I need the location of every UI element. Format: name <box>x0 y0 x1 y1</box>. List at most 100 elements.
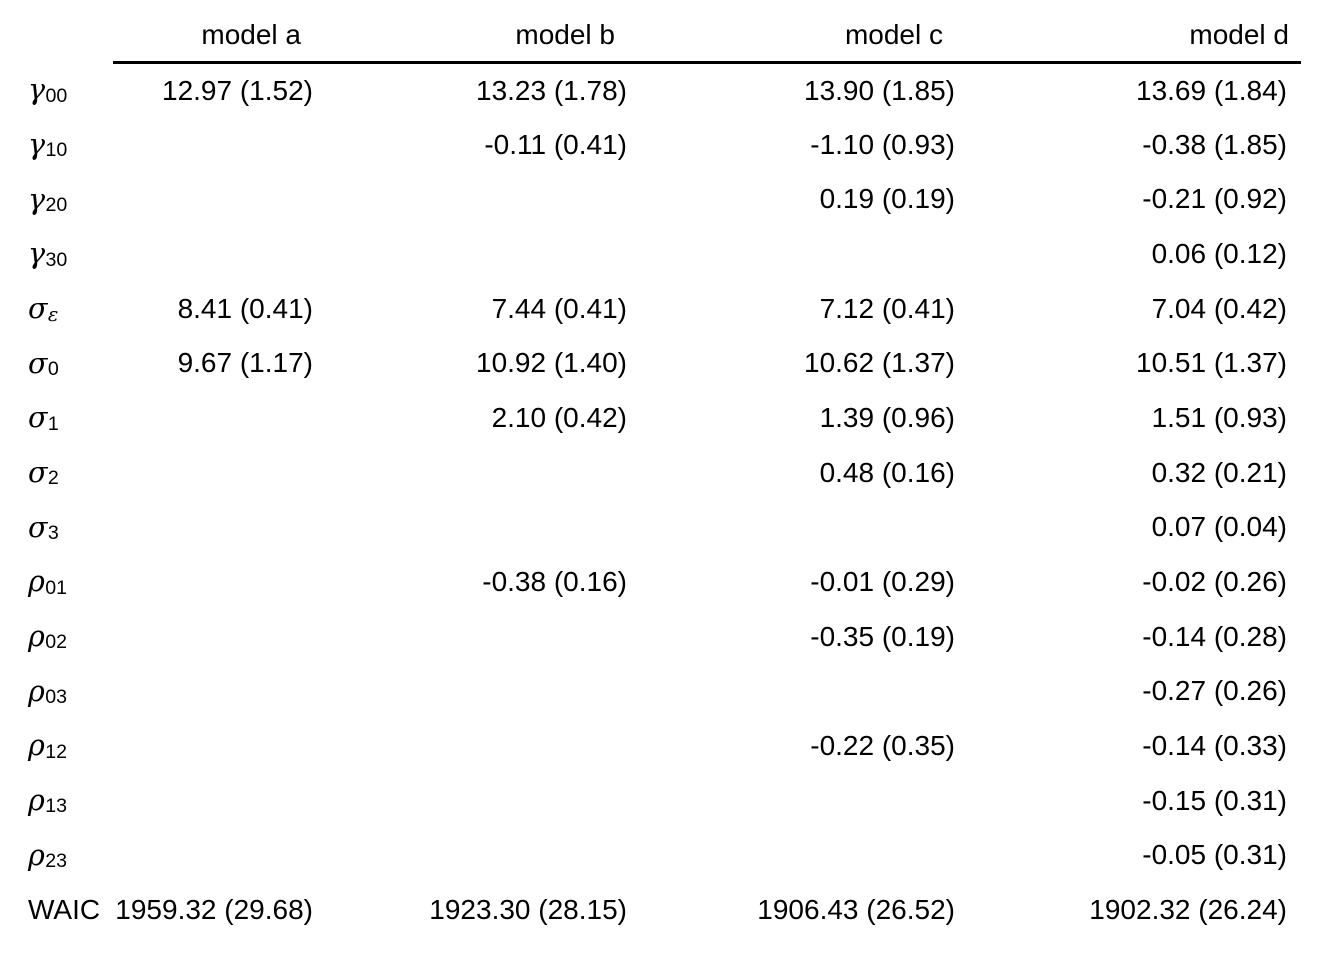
cell-gamma-00-model-a: 12.97 (1.52) <box>162 74 313 106</box>
cell-rho-13-model-d: -0.15 (0.31) <box>1142 784 1287 816</box>
results-table-body: γ00 12.97 (1.52) 13.23 (1.78) 13.90 (1.85) 1… <box>28 63 1301 938</box>
cell-rho-03-model-c <box>627 664 955 719</box>
cell-rho-12-model-c: -0.22 (0.35) <box>810 730 955 762</box>
param-symbol: ρ <box>28 619 45 654</box>
cell-rho-02-model-d: -0.14 (0.28) <box>1142 620 1287 652</box>
param-subscript: 00 <box>45 84 68 107</box>
param-symbol: σ <box>28 291 48 326</box>
cell-sigma-3-model-c <box>627 500 955 555</box>
table-row-gamma-30: γ30 0.06 (0.12) <box>28 227 1301 282</box>
cell-gamma-30-model-a <box>113 227 313 282</box>
param-subscript: ε <box>47 302 59 326</box>
column-header-model-d: model d <box>955 8 1301 64</box>
param-symbol: σ <box>28 400 48 435</box>
param-symbol: ρ <box>28 837 45 872</box>
cell-sigma-0-model-b: 10.92 (1.40) <box>476 347 627 379</box>
cell-gamma-20-model-c: 0.19 (0.19) <box>819 183 955 215</box>
cell-gamma-00-model-d: 13.69 (1.84) <box>1136 74 1287 106</box>
column-header-model-c: model c <box>627 8 955 64</box>
table-row-rho-23: ρ23 -0.05 (0.31) <box>28 828 1301 883</box>
cell-gamma-20-model-a <box>113 172 313 227</box>
cell-gamma-30-model-c <box>627 227 955 282</box>
cell-sigma-eps-model-c: 7.12 (0.41) <box>819 292 955 324</box>
param-label-waic: WAIC <box>28 883 113 938</box>
cell-sigma-1-model-a <box>113 391 313 446</box>
table-row-rho-01: ρ01 -0.38 (0.16) -0.01 (0.29) -0.02 (0.26) <box>28 555 1301 610</box>
param-symbol: σ <box>28 509 48 544</box>
cell-sigma-2-model-b <box>313 445 627 500</box>
cell-rho-02-model-b <box>313 609 627 664</box>
param-subscript: 1 <box>47 412 59 435</box>
param-subscript: 0 <box>47 357 59 380</box>
param-label-rho-13: ρ13 <box>28 773 113 828</box>
param-symbol: σ <box>28 345 48 380</box>
param-symbol: γ <box>28 72 46 107</box>
table-row-rho-02: ρ02 -0.35 (0.19) -0.14 (0.28) <box>28 609 1301 664</box>
param-symbol: ρ <box>28 673 45 708</box>
param-subscript: 3 <box>47 522 59 545</box>
param-label-sigma-2: σ2 <box>28 445 113 500</box>
param-subscript: 30 <box>45 248 68 271</box>
cell-gamma-00-model-c: 13.90 (1.85) <box>804 74 955 106</box>
param-symbol: γ <box>28 181 46 216</box>
cell-sigma-eps-model-a: 8.41 (0.41) <box>177 292 313 324</box>
param-label-gamma-00: γ00 <box>28 63 113 118</box>
cell-sigma-eps-model-b: 7.44 (0.41) <box>491 292 627 324</box>
cell-waic-model-c: 1906.43 (26.52) <box>757 894 955 926</box>
cell-sigma-0-model-d: 10.51 (1.37) <box>1136 347 1287 379</box>
param-subscript: 01 <box>45 576 67 599</box>
param-label-gamma-20: γ20 <box>28 172 113 227</box>
param-label-sigma-1: σ1 <box>28 391 113 446</box>
cell-gamma-20-model-b <box>313 172 627 227</box>
table-row-rho-12: ρ12 -0.22 (0.35) -0.14 (0.33) <box>28 719 1301 774</box>
parameter-column-header <box>28 8 113 63</box>
table-row-sigma-1: σ1 2.10 (0.42) 1.39 (0.96) 1.51 (0.93) <box>28 391 1301 446</box>
table-row-sigma-3: σ3 0.07 (0.04) <box>28 500 1301 555</box>
table-row-sigma-2: σ2 0.48 (0.16) 0.32 (0.21) <box>28 445 1301 500</box>
cell-gamma-20-model-d: -0.21 (0.92) <box>1142 183 1287 215</box>
cell-sigma-0-model-c: 10.62 (1.37) <box>804 347 955 379</box>
column-header-model-b: model b <box>313 8 627 64</box>
param-label-gamma-10: γ10 <box>28 117 113 172</box>
cell-sigma-2-model-c: 0.48 (0.16) <box>819 456 955 488</box>
param-subscript: 12 <box>45 740 67 763</box>
header-row: model a model b model c model d <box>28 8 1301 64</box>
param-subscript: 13 <box>45 795 67 818</box>
cell-gamma-00-model-b: 13.23 (1.78) <box>476 74 627 106</box>
param-subscript: 03 <box>45 686 67 709</box>
cell-rho-02-model-c: -0.35 (0.19) <box>810 620 955 652</box>
model-comparison-table: model a model b model c model d γ00 12.97… <box>28 8 1301 938</box>
cell-rho-13-model-b <box>313 773 627 828</box>
param-label-rho-01: ρ01 <box>28 555 113 610</box>
table-row-sigma-eps: σε 8.41 (0.41) 7.44 (0.41) 7.12 (0.41) 7.04 … <box>28 281 1301 336</box>
cell-waic-model-a: 1959.32 (29.68) <box>115 894 313 926</box>
cell-waic-model-b: 1923.30 (28.15) <box>429 894 627 926</box>
table-row-sigma-0: σ0 9.67 (1.17) 10.92 (1.40) 10.62 (1.37) 10.… <box>28 336 1301 391</box>
cell-rho-23-model-a <box>113 828 313 883</box>
cell-rho-13-model-c <box>627 773 955 828</box>
cell-gamma-30-model-d: 0.06 (0.12) <box>1151 237 1287 269</box>
cell-sigma-2-model-a <box>113 445 313 500</box>
cell-gamma-30-model-b <box>313 227 627 282</box>
cell-rho-12-model-d: -0.14 (0.33) <box>1142 730 1287 762</box>
cell-sigma-0-model-a: 9.67 (1.17) <box>177 347 313 379</box>
cell-sigma-3-model-d: 0.07 (0.04) <box>1151 511 1287 543</box>
param-label-rho-03: ρ03 <box>28 664 113 719</box>
cell-rho-01-model-a <box>113 555 313 610</box>
cell-rho-03-model-d: -0.27 (0.26) <box>1142 675 1287 707</box>
param-label-sigma-eps: σε <box>28 281 113 336</box>
param-subscript: 02 <box>45 631 67 654</box>
param-symbol: γ <box>28 236 46 271</box>
cell-waic-model-d: 1902.32 (26.24) <box>1089 894 1287 926</box>
cell-rho-23-model-b <box>313 828 627 883</box>
param-symbol: σ <box>28 454 48 489</box>
param-symbol: ρ <box>28 564 45 599</box>
param-subscript: 23 <box>45 850 67 873</box>
param-subscript: 10 <box>45 139 68 162</box>
cell-sigma-eps-model-d: 7.04 (0.42) <box>1151 292 1287 324</box>
param-subscript: 2 <box>47 467 59 490</box>
param-label-rho-02: ρ02 <box>28 609 113 664</box>
table-row-gamma-00: γ00 12.97 (1.52) 13.23 (1.78) 13.90 (1.85) 1… <box>28 63 1301 118</box>
cell-rho-03-model-b <box>313 664 627 719</box>
table-row-gamma-10: γ10 -0.11 (0.41) -1.10 (0.93) -0.38 (1.85) <box>28 117 1301 172</box>
